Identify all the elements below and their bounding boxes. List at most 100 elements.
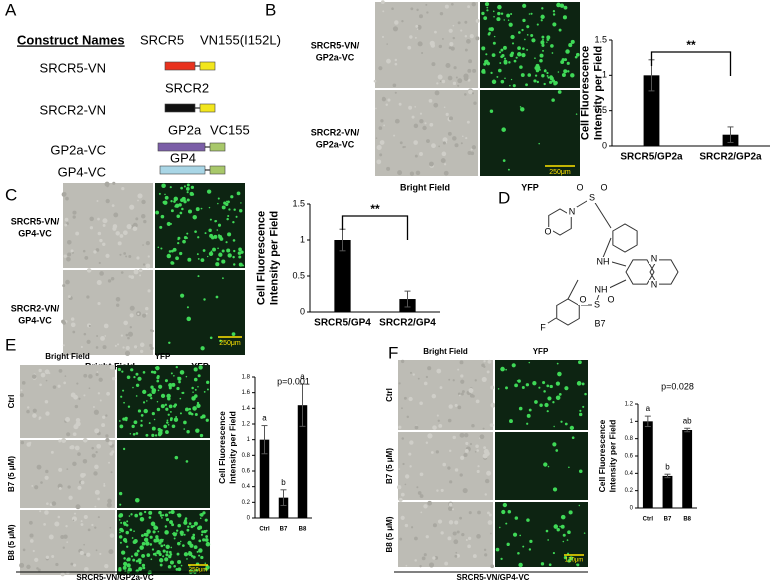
texture	[469, 34, 474, 39]
cell	[146, 553, 151, 557]
cell	[212, 247, 216, 252]
y-tick-label: 1.4	[242, 406, 251, 412]
texture	[391, 7, 394, 11]
cell	[161, 183, 166, 189]
error-bar	[404, 290, 411, 308]
cell	[192, 391, 194, 393]
cell	[558, 28, 562, 32]
texture	[443, 106, 446, 109]
column-label: Bright Field	[400, 182, 450, 192]
texture	[452, 532, 455, 535]
texture	[413, 140, 418, 145]
cell	[126, 545, 129, 548]
texture	[19, 562, 25, 568]
cell	[164, 193, 166, 196]
cell	[169, 553, 173, 556]
x-tick-label: B7	[664, 517, 672, 523]
cell	[200, 533, 204, 536]
texture	[20, 389, 23, 392]
cell	[175, 416, 178, 418]
cell	[559, 3, 565, 8]
texture	[43, 523, 46, 526]
micrograph	[398, 432, 493, 500]
cell	[538, 142, 540, 145]
texture	[84, 566, 89, 572]
texture	[467, 5, 471, 9]
cell	[221, 259, 226, 264]
cell	[208, 251, 214, 256]
cell	[191, 535, 196, 540]
cell	[156, 379, 160, 383]
cell	[192, 524, 195, 528]
texture	[400, 359, 405, 364]
cell	[176, 541, 181, 546]
cell	[181, 207, 184, 211]
cell	[146, 529, 151, 534]
cell	[177, 238, 180, 241]
cell	[548, 563, 552, 567]
cell	[168, 341, 171, 345]
texture	[406, 415, 410, 419]
texture	[94, 489, 100, 495]
texture	[394, 58, 398, 62]
cell	[118, 519, 121, 521]
texture	[403, 396, 407, 400]
cell	[122, 521, 127, 525]
cell	[123, 561, 128, 567]
texture	[422, 125, 427, 131]
cell	[179, 251, 183, 256]
construct-name: GP4-VC	[58, 164, 106, 179]
atom-bg	[543, 227, 553, 237]
texture	[111, 376, 116, 381]
cell	[135, 372, 139, 376]
cell	[484, 59, 489, 65]
texture	[431, 62, 436, 67]
texture	[421, 51, 424, 55]
texture	[432, 523, 437, 528]
texture	[62, 284, 66, 288]
texture	[474, 450, 477, 453]
cell	[132, 386, 134, 389]
cell	[119, 531, 121, 534]
texture	[448, 502, 453, 507]
cell	[159, 225, 163, 229]
texture	[423, 553, 427, 557]
texture	[20, 440, 25, 445]
cell	[525, 383, 530, 387]
texture	[105, 414, 108, 417]
texture	[75, 231, 80, 236]
cell	[164, 530, 169, 535]
cell	[560, 420, 563, 423]
texture	[141, 199, 146, 205]
cell	[173, 417, 179, 422]
cell	[131, 424, 135, 429]
cell	[144, 533, 149, 537]
texture	[459, 473, 463, 477]
cell	[170, 261, 174, 265]
texture	[145, 312, 148, 315]
cell	[163, 424, 168, 429]
atom: N	[651, 279, 658, 289]
y-tick-label: 1.6	[242, 390, 251, 396]
cell	[157, 530, 160, 533]
texture	[104, 563, 109, 569]
cell	[538, 386, 541, 389]
tag-box	[209, 142, 226, 152]
cell	[200, 258, 205, 263]
texture	[454, 468, 459, 472]
texture	[116, 303, 120, 307]
group-letter: ab	[683, 416, 692, 425]
atom-bg	[599, 183, 609, 193]
cell	[555, 449, 559, 452]
texture	[414, 36, 417, 39]
texture	[413, 123, 419, 129]
y-tick-label: 1	[247, 437, 251, 443]
texture	[44, 369, 50, 375]
texture	[415, 24, 419, 28]
cell	[177, 241, 180, 245]
texture	[39, 510, 42, 513]
texture	[405, 564, 408, 567]
cell	[534, 74, 538, 77]
cell	[499, 62, 502, 64]
cell	[180, 564, 183, 567]
